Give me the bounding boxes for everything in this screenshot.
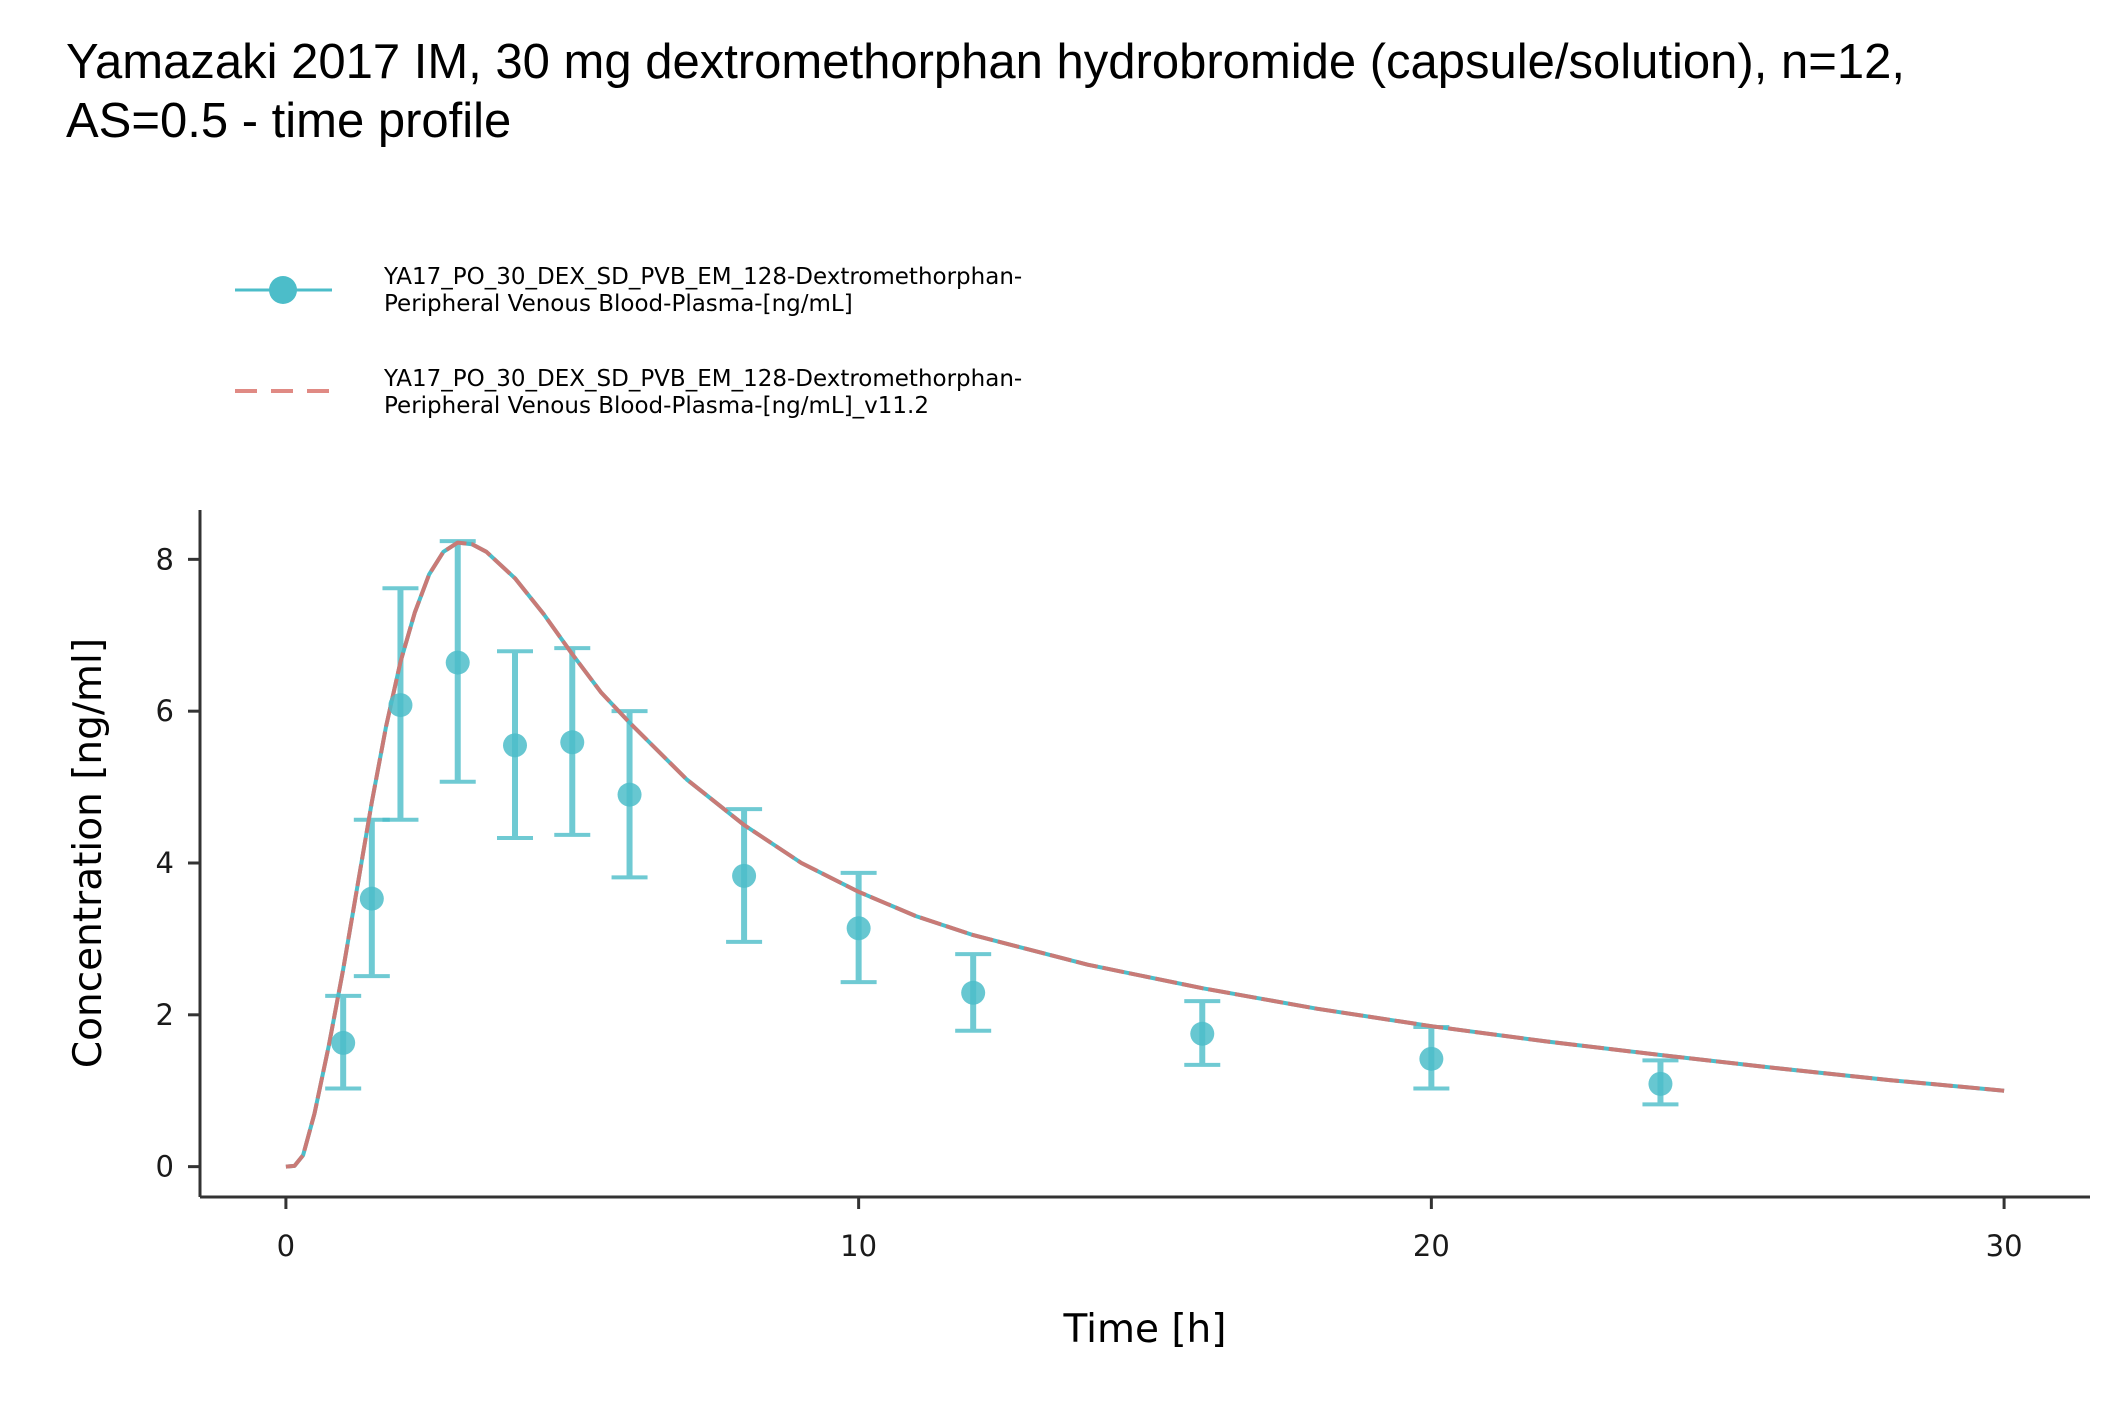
legend-item-observed: YA17_PO_30_DEX_SD_PVB_EM_128-Dextrometho… — [235, 264, 1022, 317]
observed-point — [445, 650, 470, 675]
x-tick-label: 0 — [277, 1229, 295, 1263]
axes — [198, 510, 2090, 1199]
x-axis-ticks: 0 10 20 30 — [277, 1197, 2023, 1263]
simulated-series — [285, 540, 2005, 1169]
observed-point — [961, 980, 986, 1005]
legend-observed-label-line-1: YA17_PO_30_DEX_SD_PVB_EM_128-Dextrometho… — [383, 264, 1022, 290]
observed-point — [1190, 1021, 1215, 1046]
observed-point — [503, 733, 527, 758]
chart-title-line-1: Yamazaki 2017 IM, 30 mg dextromethorphan… — [66, 35, 1905, 89]
x-axis-title: Time [h] — [1063, 1307, 1227, 1352]
legend-simulated-label-line-1: YA17_PO_30_DEX_SD_PVB_EM_128-Dextrometho… — [383, 366, 1022, 392]
x-tick-label: 30 — [1986, 1229, 2023, 1263]
x-tick-label: 20 — [1413, 1229, 1450, 1263]
observed-point — [388, 693, 413, 718]
legend-observed-label-line-2: Peripheral Venous Blood-Plasma-[ng/mL] — [384, 291, 853, 317]
chart-title-line-2: AS=0.5 - time profile — [66, 94, 511, 148]
y-tick-label: 0 — [156, 1150, 174, 1184]
y-tick-label: 6 — [156, 694, 174, 728]
observed-series — [331, 650, 1673, 1096]
legend-observed-marker — [269, 276, 297, 304]
observed-point — [359, 886, 384, 911]
y-axis-ticks: 0 2 4 6 8 — [156, 542, 200, 1184]
observed-point — [1419, 1046, 1444, 1071]
y-tick-label: 2 — [156, 998, 174, 1032]
simulated-line-underlay — [285, 540, 2005, 1169]
legend-simulated-label-line-2: Peripheral Venous Blood-Plasma-[ng/mL]_v… — [384, 393, 929, 419]
y-axis-title: Concentration [ng/ml] — [66, 638, 111, 1068]
legend: YA17_PO_30_DEX_SD_PVB_EM_128-Dextrometho… — [235, 264, 1022, 419]
y-tick-label: 8 — [156, 542, 174, 576]
observed-point — [1648, 1071, 1673, 1096]
observed-point — [617, 782, 642, 807]
observed-point — [331, 1030, 356, 1055]
observed-error-bars — [325, 539, 1679, 1107]
legend-item-simulated: YA17_PO_30_DEX_SD_PVB_EM_128-Dextrometho… — [235, 366, 1022, 419]
simulated-line — [285, 540, 2005, 1169]
observed-point — [846, 916, 871, 941]
x-tick-label: 10 — [840, 1229, 877, 1263]
observed-point — [732, 863, 757, 888]
observed-point — [560, 730, 585, 755]
y-tick-label: 4 — [156, 846, 174, 880]
